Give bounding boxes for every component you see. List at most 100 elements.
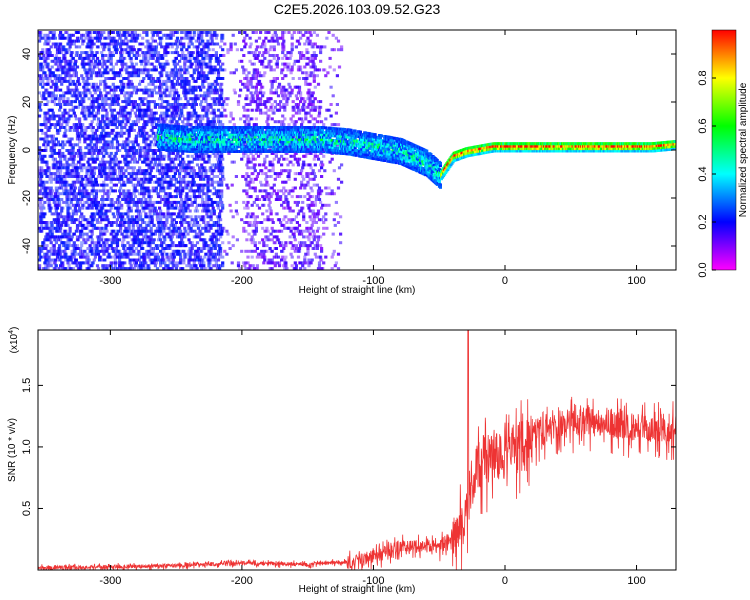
spectrogram-cell [58,151,62,155]
spectrogram-cell [154,123,158,127]
spectrogram-cell [138,258,142,262]
spectrogram-cell [198,114,202,118]
spectrogram-cell [196,97,201,101]
spectrogram-cell [88,143,92,147]
spectrogram-cell [164,48,168,52]
spectrogram-cell [50,65,54,69]
spectrogram-cell [143,59,147,63]
spectrogram-cell [158,232,162,236]
spectrogram-cell [163,223,167,227]
spectrogram-cell [180,54,184,57]
spectrogram-cell [158,88,162,92]
spectrogram-cell [92,42,96,46]
spectrogram-signal-cell [201,133,205,137]
spectrogram-cell [199,88,203,92]
spectrogram-cell [141,100,145,104]
spectrogram-cell [104,177,108,181]
spectrogram-cell [43,71,47,75]
spectrogram-cell [109,31,113,34]
spectrogram-cell [190,54,194,57]
spectrogram-cell [192,45,196,49]
spectrogram-cell [74,218,78,222]
spectrogram-cell [174,195,178,199]
spectrogram-cell [163,100,167,104]
spectrogram-cell [150,221,154,224]
spectrogram-cell [141,169,145,173]
spectrogram-cell [83,114,87,118]
spectrogram-cell [143,180,147,184]
spectrogram-signal-cell [156,142,160,146]
spectrogram-cell [54,114,58,118]
spectrogram-cell [76,105,81,109]
spectrogram-cell [55,195,60,199]
spectrogram-cell [104,94,108,98]
spectrogram-cell [134,218,138,222]
spectrogram-cell [38,249,42,253]
spectrogram-cell [196,226,201,230]
spectrogram-cell [51,143,55,147]
spectrogram-cell [174,123,178,127]
spectrogram-cell [75,65,80,69]
spectrogram-cell [132,200,136,204]
spectrogram-cell [201,114,205,118]
spectrogram-cell [39,103,43,106]
spectrogram-cell [84,128,88,132]
spectrogram-cell [79,146,83,150]
spectrogram-cell [79,249,83,253]
spectrogram-cell [114,51,118,55]
spectrogram-cell [99,255,103,259]
spectrogram-cell [201,189,205,193]
spectrogram-cell [126,212,130,216]
spectrogram-cell [68,128,72,132]
spectrogram-cell [186,232,190,236]
spectrogram-signal-cell [203,128,207,132]
spectrogram-cell [107,56,111,60]
spectrogram-cell [104,218,108,222]
spectrogram-cell [185,68,189,72]
spectrogram-cell [105,111,109,115]
spectrogram-cell [154,180,158,184]
spectrogram-cell [130,157,134,161]
spectrogram-cell [183,85,187,89]
spectrogram-cell [184,172,188,176]
spectrogram-signal-cell [178,144,181,148]
spectrogram-cell [194,94,198,98]
spectrogram-cell [165,111,169,115]
spectrogram-cell [149,238,153,242]
spectrogram-cell [111,212,115,216]
spectrogram-cell [114,137,118,141]
spectrogram-cell [68,149,72,152]
spectrogram-cell [116,103,121,106]
spectrogram-cell [161,56,165,60]
spectrogram-cell [81,123,85,127]
spectrogram-cell [171,103,175,106]
spectrogram-cell [199,85,203,89]
spectrogram-cell [119,192,123,196]
spectrogram-cell [127,226,131,230]
spectrogram-cell [109,62,113,66]
spectrogram-cell [94,137,98,141]
spectrogram-cell [200,100,204,104]
spectrogram-cell [175,97,180,101]
spectrogram-cell [152,114,156,118]
spectrogram-cell [86,71,90,75]
spectrogram-cell [188,59,192,63]
spectrogram-signal-cell [198,135,201,139]
spectrogram-cell [107,209,111,213]
spectrogram-cell [168,151,172,155]
spectrogram-cell [145,111,149,115]
spectrogram-cell [86,77,90,80]
spectrogram-cell [172,255,176,259]
spectrogram-cell [72,154,76,158]
spectrogram-cell [169,88,173,92]
spectrogram-cell [192,71,196,75]
spectrogram-cell [175,31,180,34]
spectrogram-signal-cell [198,142,201,146]
spectrogram-cell [88,244,92,248]
spectrogram-cell [179,39,183,43]
spectrogram-cell [200,74,204,78]
spectrogram-cell [113,154,117,158]
spectrogram-cell [103,232,107,236]
spectrogram-cell [71,267,75,270]
spectrogram-cell [173,157,177,161]
